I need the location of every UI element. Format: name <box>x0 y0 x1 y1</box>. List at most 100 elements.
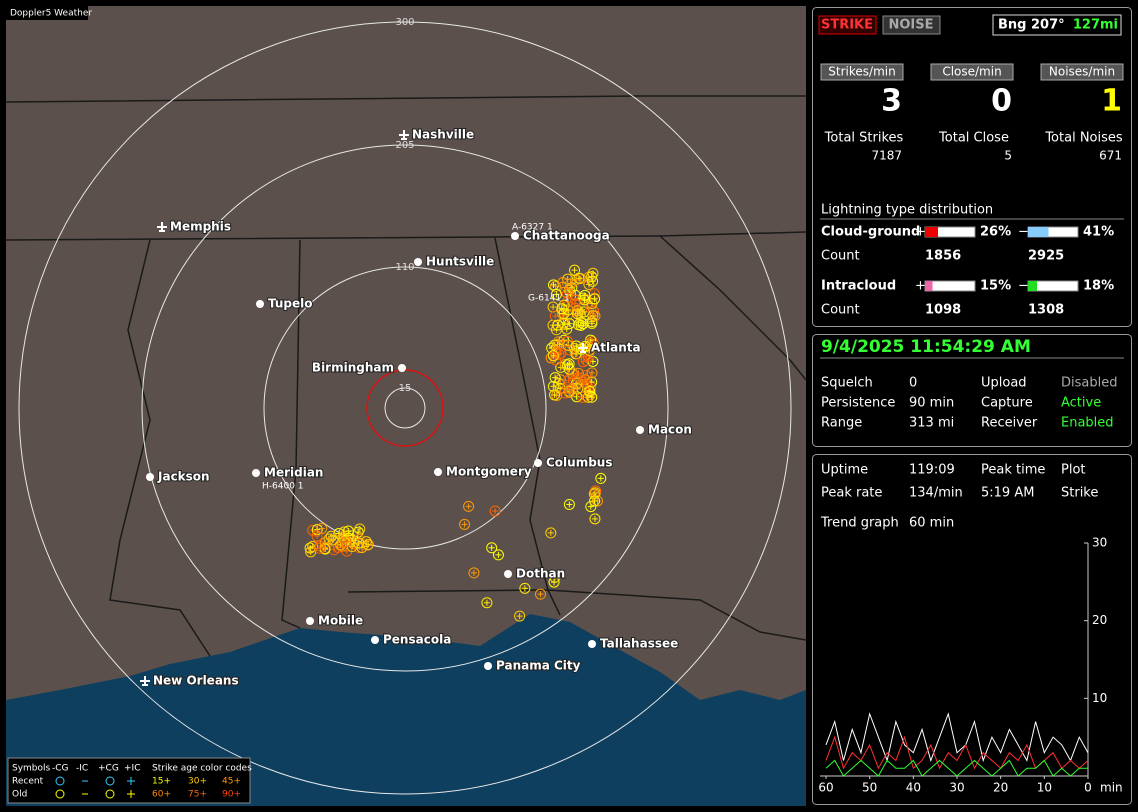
strike-symbol <box>492 549 504 561</box>
airport-icon <box>157 222 167 232</box>
count-label: Count <box>821 249 860 264</box>
y-tick-label: 30 <box>1092 536 1107 550</box>
total-value: 5 <box>1004 149 1012 163</box>
status-cell: Capture <box>981 396 1033 411</box>
trend-graph: 10 20 30 60 50 40 30 20 10 0 min <box>818 536 1122 795</box>
strike-button-label[interactable]: STRIKE <box>821 18 873 33</box>
y-tick-label: 10 <box>1092 691 1107 705</box>
x-unit: min <box>1100 781 1123 795</box>
city-label: Tallahassee <box>600 637 678 651</box>
strike-symbol <box>588 488 600 500</box>
strike-symbol <box>534 588 546 600</box>
status-cell: 90 min <box>909 396 954 411</box>
strike-symbol <box>566 501 573 508</box>
strike-symbol <box>327 534 339 546</box>
strike-symbol <box>573 272 585 284</box>
age-code: 45+ <box>222 777 241 787</box>
total-label: Total Close <box>938 131 1009 146</box>
strike-symbol <box>338 526 350 538</box>
strike-symbol <box>563 358 575 370</box>
strike-symbol <box>363 538 370 545</box>
city-dot <box>636 426 644 434</box>
city-label: Columbus <box>546 456 613 470</box>
stats-cell: Strike <box>1061 486 1098 501</box>
strike-symbol <box>579 289 591 301</box>
percent-bar <box>925 227 938 237</box>
age-code: 75+ <box>188 790 207 800</box>
strike-symbol <box>314 533 321 540</box>
stats-rows: Uptime 119:09 Peak time Plot Peak rate 134/mi… <box>821 463 1098 501</box>
strike-symbol <box>547 350 559 362</box>
city-label: Memphis <box>170 220 231 234</box>
status-cell: Disabled <box>1061 376 1117 391</box>
legend-title: Strike age color codes <box>152 764 252 774</box>
strike-symbol <box>555 347 567 359</box>
datetime: 9/4/2025 11:54:29 AM <box>821 337 1031 357</box>
legend-type: +CG <box>98 764 119 774</box>
strike-symbol <box>553 336 565 348</box>
sign: + <box>915 225 926 240</box>
strike-symbol <box>569 386 576 393</box>
strike-symbol <box>545 527 557 539</box>
age-code: 30+ <box>188 777 207 787</box>
strike-symbol <box>349 543 356 550</box>
stats-cell: Peak time <box>981 463 1045 478</box>
ring-label: 15 <box>399 383 412 394</box>
strike-symbol <box>521 585 528 592</box>
age-code: 90+ <box>222 790 241 800</box>
strike-symbol <box>586 316 598 328</box>
rate-header-bg <box>1040 63 1124 81</box>
strike-symbol <box>570 340 582 352</box>
strike-symbol <box>358 544 365 551</box>
status-cell: Active <box>1061 396 1101 411</box>
age-code: 60+ <box>152 790 171 800</box>
status-rows: Squelch 0 Upload Disabled Persistence 90 min C… <box>821 376 1117 431</box>
strike-symbol <box>589 293 601 305</box>
strike-symbol <box>561 335 573 347</box>
status-cell: Receiver <box>981 416 1038 431</box>
percent-bar <box>1028 281 1037 291</box>
storm-label: H-6400 1 <box>262 482 304 492</box>
legend-title: Symbols <box>12 764 51 774</box>
strike-button[interactable] <box>818 15 877 35</box>
strike-symbol <box>563 326 570 333</box>
strike-symbol <box>558 305 565 312</box>
y-tick-label: 20 <box>1092 613 1107 627</box>
noise-button[interactable] <box>882 15 941 35</box>
city-dot <box>414 258 422 266</box>
city-label: Dothan <box>516 567 565 581</box>
bearing: Bng 207° <box>998 18 1065 33</box>
strike-symbol <box>554 322 561 329</box>
strike-symbol <box>552 374 559 381</box>
sign: + <box>915 279 926 294</box>
rate-header-bg <box>820 63 904 81</box>
rate-value: 1 <box>1101 84 1122 119</box>
strike-symbol <box>537 591 544 598</box>
strike-symbol <box>322 539 329 546</box>
percent-label: 26% <box>980 225 1011 240</box>
total-label: Total Noises <box>1044 131 1123 146</box>
strike-symbol <box>559 279 566 286</box>
strike-symbol <box>557 317 569 329</box>
rate-value: 3 <box>881 84 902 119</box>
strike-symbol <box>580 369 592 381</box>
strike-symbol <box>571 345 578 352</box>
strike-symbol <box>319 537 331 549</box>
strike-symbol <box>318 525 325 532</box>
strike-symbol <box>574 379 581 386</box>
x-tick-label: 20 <box>993 781 1008 795</box>
strike-symbol <box>589 310 601 322</box>
status-cell: Squelch <box>821 376 873 391</box>
noise-button-label[interactable]: NOISE <box>888 18 933 33</box>
city-dot <box>306 617 314 625</box>
x-tick-label: 0 <box>1084 781 1092 795</box>
strike-symbol <box>549 389 561 401</box>
airport-icon <box>578 343 588 353</box>
strike-symbol <box>555 338 562 345</box>
city-dot <box>504 570 512 578</box>
strike-symbol <box>514 610 526 622</box>
state-borders <box>5 95 807 657</box>
stats-cell: Uptime <box>821 463 868 478</box>
city-dot <box>398 364 406 372</box>
